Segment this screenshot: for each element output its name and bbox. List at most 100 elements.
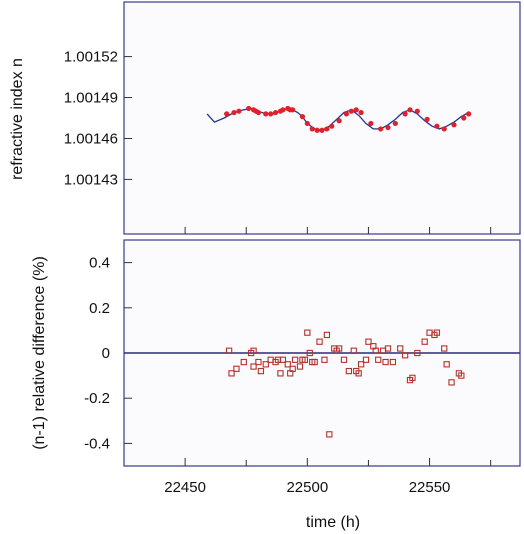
x-tick-label: 22450	[164, 479, 206, 496]
data-point	[250, 363, 257, 370]
data-point	[301, 356, 309, 363]
data-point	[336, 118, 342, 124]
top-panel: 1.00152 1.00149 1.00146 1.00143 refractive …	[9, 1, 521, 235]
data-point	[262, 361, 269, 368]
data-point	[255, 109, 262, 116]
data-point	[362, 356, 370, 363]
x-tick-label: 22550	[409, 479, 451, 496]
data-point	[389, 358, 397, 366]
data-point	[231, 109, 237, 116]
data-point	[304, 120, 310, 127]
data-point	[407, 107, 413, 113]
data-point	[348, 108, 354, 114]
data-point	[326, 431, 333, 438]
data-point	[443, 361, 450, 368]
data-point	[311, 358, 318, 366]
data-point	[385, 124, 391, 131]
data-point	[378, 126, 384, 132]
data-point	[345, 367, 353, 375]
data-point	[458, 372, 465, 379]
data-point	[263, 111, 269, 117]
bottom-panel: 0.4 0.2 0 -0.2 -0.4 22450 22500 22550 (n-1) re…	[31, 239, 521, 531]
data-point	[375, 356, 382, 363]
top-y-axis-title: refractive index n	[9, 58, 26, 180]
top-series-markers	[224, 105, 472, 133]
x-tick-label: 22500	[286, 479, 328, 496]
data-point	[424, 116, 430, 122]
bottom-y-tick-label: -0.4	[84, 435, 110, 452]
data-point	[314, 127, 320, 133]
data-point	[353, 107, 359, 113]
data-point	[246, 105, 252, 112]
bottom-y-axis-title: (n-1) relative difference (%)	[31, 256, 48, 450]
data-point	[357, 361, 365, 368]
data-point	[409, 374, 416, 382]
data-point	[451, 122, 457, 128]
data-point	[461, 115, 467, 121]
data-point	[392, 120, 398, 127]
data-point	[329, 123, 335, 129]
data-point	[448, 379, 455, 386]
bottom-y-tick-label: 0	[102, 345, 110, 362]
bottom-y-axis: 0.4 0.2 0 -0.2 -0.4	[84, 255, 132, 452]
top-y-tick-label: 1.00143	[64, 171, 118, 188]
data-point	[250, 347, 257, 354]
data-point	[365, 338, 372, 345]
data-point	[397, 345, 404, 352]
top-y-axis: 1.00152 1.00149 1.00146 1.00143	[64, 49, 132, 188]
data-point	[368, 120, 374, 127]
bottom-x-axis: 22450 22500 22550	[164, 458, 492, 496]
data-point	[358, 109, 364, 116]
data-point	[350, 347, 357, 354]
top-x-axis	[184, 227, 492, 234]
bottom-y-tick-label: 0.4	[89, 255, 110, 272]
data-point	[466, 111, 472, 117]
data-point	[240, 358, 247, 366]
data-point	[343, 111, 350, 117]
data-point	[335, 345, 343, 352]
x-axis-title: time (h)	[306, 514, 360, 531]
data-point	[306, 349, 313, 357]
data-point	[441, 126, 447, 132]
data-point	[401, 352, 409, 359]
data-point	[291, 356, 299, 363]
data-point	[414, 349, 421, 357]
data-point	[323, 331, 331, 339]
data-point	[433, 329, 441, 336]
bottom-y-tick-label: -0.2	[84, 390, 110, 407]
data-point	[272, 109, 279, 116]
top-y-tick-label: 1.00149	[64, 90, 118, 107]
data-point	[279, 356, 287, 363]
data-point	[224, 111, 230, 117]
data-point	[289, 365, 296, 372]
data-point	[316, 338, 323, 345]
bottom-y-tick-label: 0.2	[89, 300, 110, 317]
data-point	[434, 123, 440, 129]
bottom-series-markers	[225, 329, 465, 438]
data-point	[384, 345, 392, 352]
data-point	[228, 370, 235, 377]
data-point	[340, 356, 348, 363]
data-point	[402, 111, 408, 117]
data-point	[225, 347, 233, 354]
data-point	[355, 370, 362, 377]
data-point	[421, 338, 428, 345]
data-point	[255, 358, 262, 366]
data-point	[324, 126, 330, 132]
data-point	[304, 329, 311, 336]
data-point	[296, 363, 304, 370]
data-point	[233, 365, 240, 372]
data-point	[280, 107, 286, 113]
top-y-tick-label: 1.00146	[64, 130, 118, 147]
data-point	[299, 114, 306, 120]
data-point	[284, 361, 291, 368]
data-point	[321, 356, 328, 363]
data-point	[290, 107, 296, 113]
data-point	[309, 126, 315, 132]
data-point	[277, 370, 284, 377]
data-point	[441, 345, 448, 352]
data-point	[319, 127, 325, 133]
top-panel-frame	[123, 1, 521, 235]
data-point	[268, 111, 274, 117]
